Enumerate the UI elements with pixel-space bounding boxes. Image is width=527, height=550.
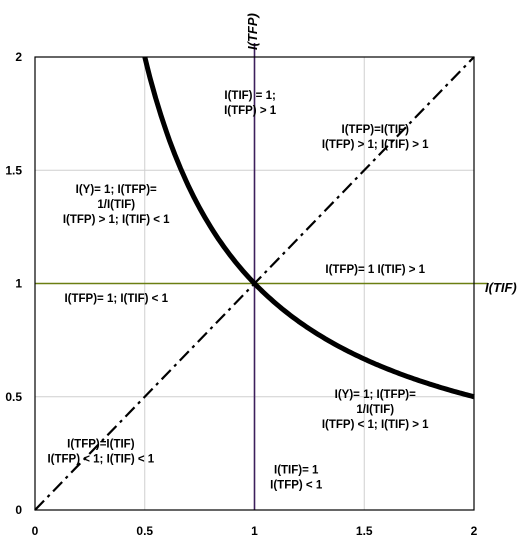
annotation-line: I(TFP) > 1; I(TIF) < 1 — [63, 214, 170, 226]
reference-lines — [35, 43, 488, 510]
annotation-line: I(Y)= 1; I(TFP)= — [76, 184, 157, 196]
annotation-line: 1/I(TIF) — [97, 199, 135, 211]
annotation-line: I(TFP) < 1; I(TIF) > 1 — [322, 419, 429, 431]
annotation: I(TFP)= 1 I(TIF) > 1 — [325, 264, 425, 276]
x-tick-label: 1 — [251, 524, 258, 538]
series — [34, 56, 475, 511]
x-tick-label: 0 — [32, 524, 39, 538]
annotation-line: I(TFP) > 1 — [224, 105, 277, 117]
annotation-line: I(TFP) < 1; I(TIF) < 1 — [47, 454, 154, 466]
diagonal-line — [34, 56, 475, 511]
annotation-line: 1/I(TIF) — [356, 404, 394, 416]
x-tick-label: 0.5 — [136, 524, 153, 538]
hyperbola-curve — [142, 56, 475, 400]
x-tick-label: 2 — [471, 524, 478, 538]
annotation-line: I(TIF)= 1 — [274, 465, 319, 477]
annotation: I(TIF)= 1 I(TFP) < 1 — [270, 465, 323, 492]
y-tick-label: 0 — [15, 503, 22, 517]
annotation-line: I(Y)= 1; I(TFP)= — [335, 389, 416, 401]
annotation: I(TFP)=I(TIF) I(TFP) < 1; I(TIF) < 1 — [47, 439, 154, 466]
x-tick-label: 1.5 — [356, 524, 373, 538]
x-axis-label: I(TIF) — [485, 280, 517, 295]
annotation-line: I(TFP) < 1 — [270, 480, 323, 492]
y-tick-label: 0.5 — [5, 390, 22, 404]
annotation: I(Y)= 1; I(TFP)= 1/I(TIF) I(TFP) < 1; I(TI… — [322, 389, 429, 431]
y-tick-label: 1 — [15, 277, 22, 291]
annotation-line: I(TFP) > 1; I(TIF) > 1 — [322, 139, 429, 151]
annotation: I(Y)= 1; I(TFP)= 1/I(TIF) I(TFP) > 1; I(TI… — [63, 184, 170, 226]
plot-border — [34, 56, 475, 511]
y-tick-label: 2 — [15, 50, 22, 64]
plot-frame — [34, 56, 475, 511]
annotation-line: I(TFP)= 1 I(TIF) > 1 — [325, 264, 425, 276]
annotation: I(TIF) = 1; I(TFP) > 1 — [224, 90, 277, 117]
tick-labels: 0 0.5 1 1.5 2 0 0.5 1 1.5 2 — [5, 50, 477, 538]
y-tick-label: 1.5 — [5, 163, 22, 177]
annotations: I(TIF) = 1; I(TFP) > 1I(TFP)=I(TIF) I(TFP)… — [47, 90, 429, 492]
annotation: I(TFP)= 1; I(TIF) < 1 — [64, 293, 168, 305]
annotation-line: I(TFP)=I(TIF) — [342, 124, 410, 136]
annotation: I(TFP)=I(TIF) I(TFP) > 1; I(TIF) > 1 — [322, 124, 429, 151]
annotation-line: I(TFP)=I(TIF) — [67, 439, 135, 451]
annotation-line: I(TIF) = 1; — [224, 90, 275, 102]
y-axis-label: I(TFP) — [245, 13, 260, 50]
annotation-line: I(TFP)= 1; I(TIF) < 1 — [64, 293, 168, 305]
